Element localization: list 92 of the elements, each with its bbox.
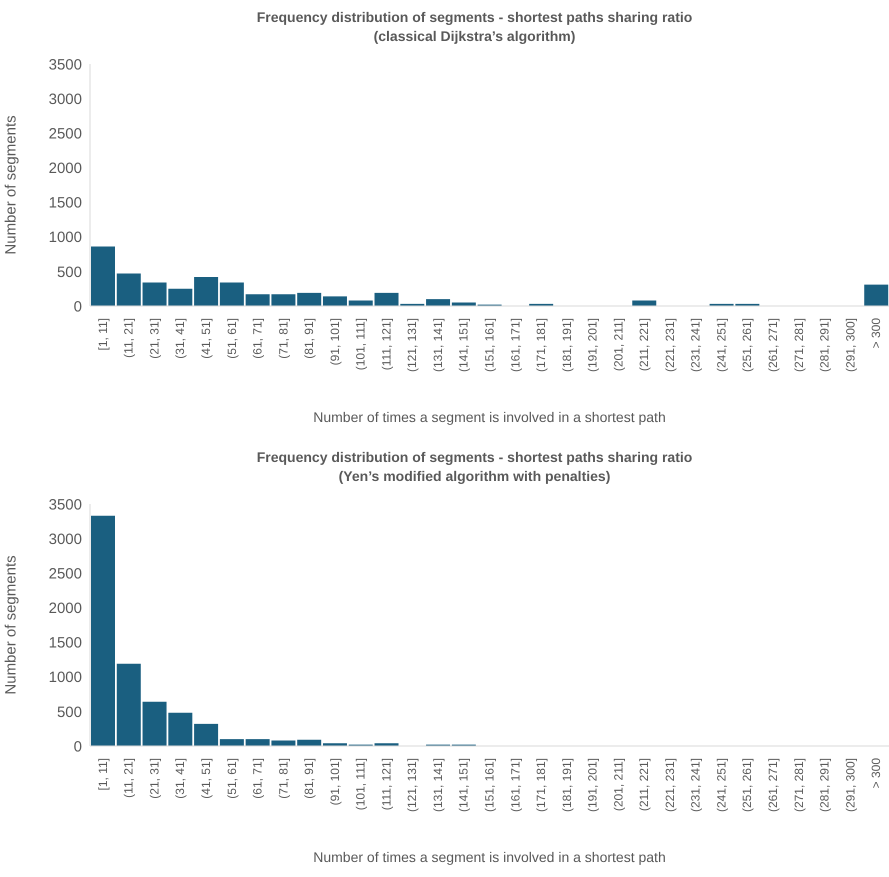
x-tick-label: (191, 201] <box>586 758 600 812</box>
y-tick-label: 1000 <box>48 229 82 246</box>
y-tick-label: 0 <box>74 298 82 316</box>
x-tick-label: > 300 <box>869 318 884 348</box>
x-tick-label: (31, 41] <box>173 758 188 799</box>
x-tick-label: (101, 111] <box>354 318 368 370</box>
x-tick-label: (291, 300] <box>843 318 858 372</box>
y-tick-label: 3000 <box>48 530 82 548</box>
x-tick-label: (21, 31] <box>147 318 162 359</box>
x-tick-label: (11, 21] <box>122 318 136 358</box>
x-tick-label: (181, 191] <box>560 318 574 372</box>
y-tick-label: 500 <box>56 704 82 721</box>
x-tick-label: (111, 121] <box>379 318 394 370</box>
x-tick-label: (241, 251] <box>714 318 728 372</box>
x-tick-label: (201, 211] <box>611 318 626 372</box>
x-tick-label: (51, 61] <box>224 318 239 359</box>
x-tick-label: (241, 251] <box>714 758 728 812</box>
x-axis-title: Number of times a segment is involved in a shortest path <box>313 409 666 425</box>
x-tick-label: (181, 191] <box>560 758 574 812</box>
x-tick-label: (161, 171] <box>508 318 522 372</box>
y-tick-label: 2500 <box>48 125 82 142</box>
y-tick-label: 500 <box>56 264 82 281</box>
x-tick-label: > 300 <box>869 758 884 788</box>
x-axis-title: Number of times a segment is involved in a shortest path <box>313 849 666 865</box>
bar <box>91 516 115 746</box>
x-tick-label: (41, 51] <box>198 758 213 799</box>
y-tick-label: 3500 <box>48 496 82 514</box>
x-tick-label: (231, 241] <box>688 318 703 372</box>
x-tick-label: (71, 81] <box>276 758 290 799</box>
x-tick-label: (271, 281] <box>792 758 806 812</box>
x-tick-label: (131, 141] <box>430 318 445 372</box>
x-tick-label: (251, 261] <box>740 318 754 372</box>
x-tick-label: (221, 231] <box>662 758 677 812</box>
x-tick-label: (141, 151] <box>456 318 471 372</box>
bar <box>374 743 399 746</box>
y-tick-label: 2000 <box>48 160 82 178</box>
x-tick-label: (231, 241] <box>688 758 703 812</box>
x-tick-label: (121, 131] <box>405 758 420 812</box>
x-tick-label: (91, 101] <box>328 318 342 366</box>
bar <box>632 300 656 306</box>
x-tick-label: (211, 221] <box>637 758 652 812</box>
x-tick-label: [1, 11] <box>96 318 110 350</box>
y-tick-label: 1500 <box>48 194 82 212</box>
y-tick-label: 0 <box>74 738 82 756</box>
chart-subtitle: (classical Dijkstra’s algorithm) <box>372 27 576 46</box>
x-tick-label: (211, 221] <box>637 318 652 372</box>
x-tick-label: (251, 261] <box>740 758 754 812</box>
x-tick-label: (161, 171] <box>508 758 522 812</box>
x-tick-label: (171, 181] <box>534 318 548 372</box>
bar <box>864 284 888 306</box>
x-tick-label: (191, 201] <box>586 318 600 372</box>
x-tick-label: (41, 51] <box>198 318 213 359</box>
x-tick-label: (141, 151] <box>456 758 471 812</box>
x-tick-label: (281, 291] <box>818 318 832 372</box>
x-tick-label: (71, 81] <box>276 318 290 359</box>
x-tick-label: (271, 281] <box>792 318 806 372</box>
chart-title: Frequency distribution of segments - shortest paths sharing ratio <box>256 8 694 27</box>
x-tick-label: (221, 231] <box>662 318 677 372</box>
x-tick-label: (151, 161] <box>482 758 496 812</box>
x-tick-label: (201, 211] <box>611 758 626 812</box>
x-tick-label: (91, 101] <box>328 758 342 806</box>
y-tick-label: 3500 <box>48 56 82 74</box>
x-tick-label: (61, 71] <box>250 758 265 799</box>
y-tick-label: 2500 <box>48 565 82 582</box>
x-tick-label: (171, 181] <box>534 758 548 812</box>
y-tick-label: 1000 <box>48 669 82 686</box>
y-tick-label: 3000 <box>48 90 82 108</box>
x-tick-label: (81, 91] <box>302 758 316 799</box>
x-tick-label: (131, 141] <box>430 758 445 812</box>
y-axis-title: Number of segments <box>2 115 20 255</box>
x-tick-label: (11, 21] <box>122 758 136 798</box>
bar <box>374 292 399 306</box>
x-tick-label: (281, 291] <box>818 758 832 812</box>
y-tick-label: 1500 <box>48 634 82 652</box>
x-tick-label: (111, 121] <box>379 758 394 810</box>
chart-title: Frequency distribution of segments - shortest paths sharing ratio <box>256 448 694 467</box>
x-tick-label: (61, 71] <box>250 318 265 359</box>
x-tick-label: (81, 91] <box>302 318 316 359</box>
x-tick-label: (261, 271] <box>766 318 780 372</box>
x-tick-label: (151, 161] <box>482 318 496 372</box>
x-tick-label: (51, 61] <box>224 758 239 799</box>
x-tick-label: (291, 300] <box>843 758 858 812</box>
x-tick-label: (121, 131] <box>405 318 420 372</box>
y-axis-title: Number of segments <box>2 555 20 695</box>
x-tick-label: (31, 41] <box>173 318 188 359</box>
x-tick-label: [1, 11] <box>96 758 110 790</box>
x-tick-label: (21, 31] <box>147 758 162 799</box>
y-tick-label: 2000 <box>48 600 82 618</box>
bar <box>91 246 115 306</box>
x-tick-label: (261, 271] <box>766 758 780 812</box>
chart-subtitle: (Yen’s modified algorithm with penalties) <box>338 467 612 486</box>
x-tick-label: (101, 111] <box>354 758 368 810</box>
